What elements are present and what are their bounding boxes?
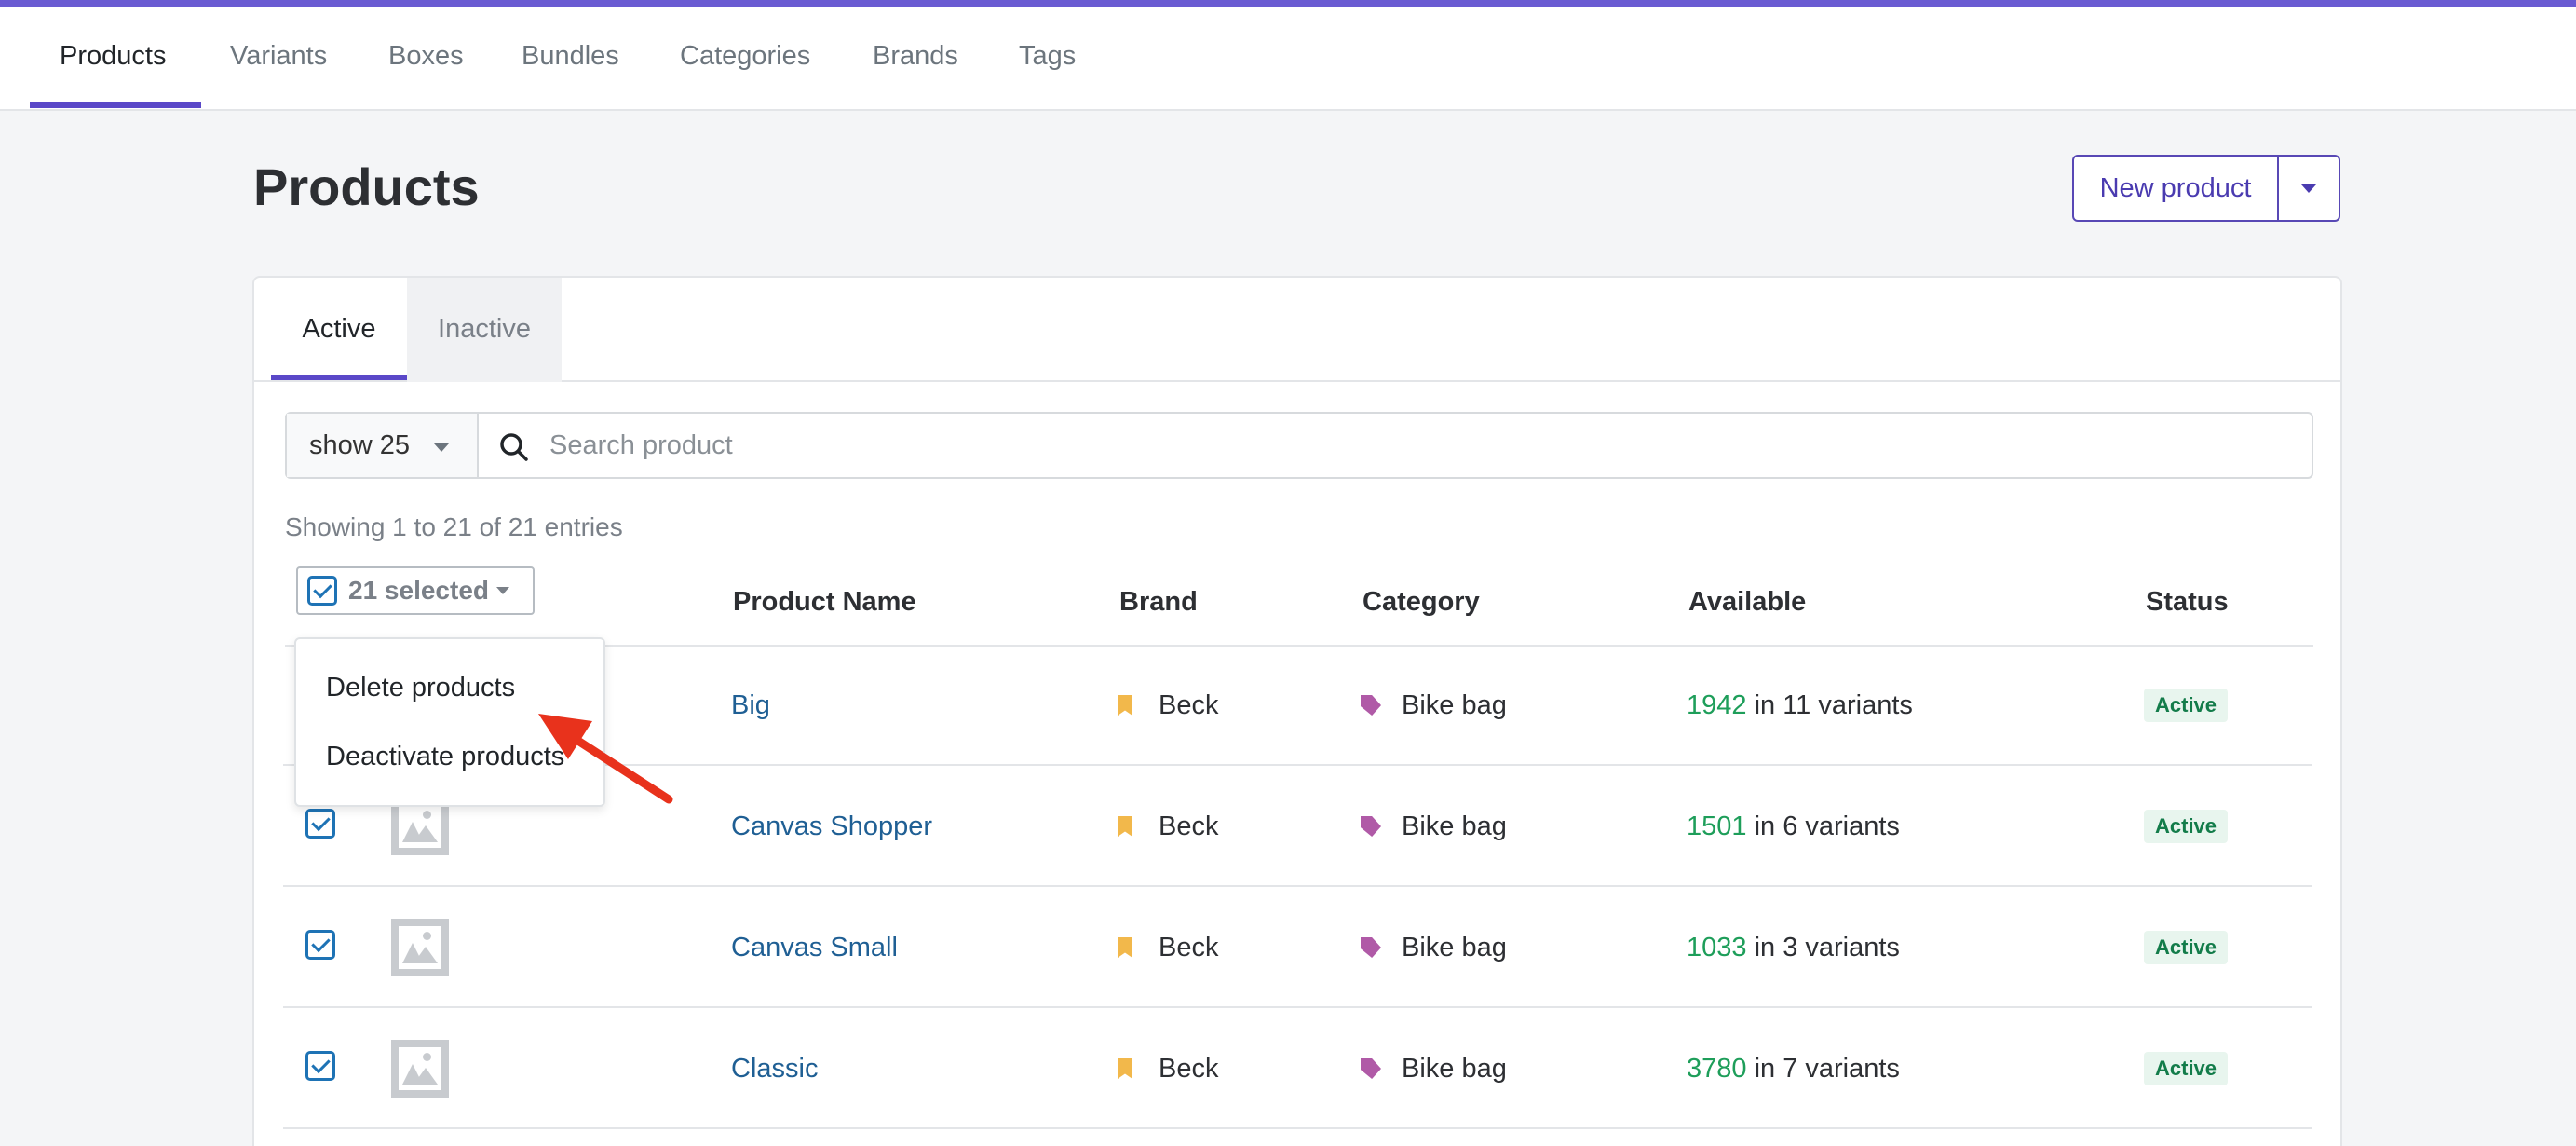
category-cell: Bike bag <box>1361 887 1507 1008</box>
category-cell: Bike bag <box>1361 645 1507 766</box>
deactivate-products-menu-item[interactable]: Deactivate products <box>326 742 565 771</box>
nav-item-bundles[interactable]: Bundles <box>522 41 619 71</box>
nav-item-tags[interactable]: Tags <box>1019 41 1077 71</box>
variant-count: in 11 variants <box>1746 690 1913 720</box>
bulk-select-button[interactable]: 21 selected <box>296 566 535 615</box>
delete-products-menu-item[interactable]: Delete products <box>326 673 516 703</box>
tag-icon <box>1361 1058 1381 1079</box>
column-header-product-name[interactable]: Product Name <box>733 587 916 617</box>
tag-icon <box>1361 695 1381 716</box>
status-badge: Active <box>2144 689 2229 722</box>
category-name: Bike bag <box>1402 932 1507 962</box>
bookmark-icon <box>1118 1058 1132 1079</box>
bookmark-icon <box>1118 816 1132 837</box>
product-name-link[interactable]: Classic <box>731 1054 819 1084</box>
search-icon <box>500 433 528 461</box>
column-header-status[interactable]: Status <box>2146 587 2229 617</box>
status-tabs: Active Inactive <box>254 278 2340 382</box>
search-toolbar: show 25 <box>285 412 2313 479</box>
available-cell: 1942 in 11 variants <box>1687 645 1913 766</box>
new-product-button[interactable]: New product <box>2074 157 2279 220</box>
variant-count: in 3 variants <box>1746 933 1900 962</box>
product-image-placeholder-icon <box>391 1040 449 1098</box>
brand-name: Beck <box>1159 1053 1219 1084</box>
available-cell: 1033 in 3 variants <box>1687 887 1900 1008</box>
column-header-brand[interactable]: Brand <box>1119 587 1198 617</box>
nav-item-boxes[interactable]: Boxes <box>388 41 464 71</box>
table-row[interactable]: Canvas Shopper Beck Bike bag 1501 in 6 v… <box>283 766 2312 887</box>
search-input[interactable] <box>549 414 2226 477</box>
status-badge: Active <box>2144 810 2229 843</box>
brand-name: Beck <box>1159 932 1219 962</box>
category-cell: Bike bag <box>1361 1008 1507 1129</box>
entries-info: Showing 1 to 21 of 21 entries <box>285 512 623 541</box>
new-product-dropdown-toggle[interactable] <box>2279 157 2339 220</box>
brand-cell: Beck <box>1118 887 1218 1008</box>
variant-count: in 6 variants <box>1746 812 1900 841</box>
status-badge: Active <box>2144 1052 2229 1085</box>
table-header: 21 selected Product Name Brand Category … <box>285 559 2313 647</box>
tag-icon <box>1361 816 1381 837</box>
tab-inactive[interactable]: Inactive <box>407 278 562 382</box>
category-name: Bike bag <box>1402 1053 1507 1084</box>
available-count: 1033 <box>1687 933 1747 962</box>
selection-count: 21 selected <box>348 576 489 605</box>
available-cell: 3780 in 7 variants <box>1687 1008 1900 1129</box>
nav-item-products[interactable]: Products <box>60 41 167 71</box>
product-name-link[interactable]: Canvas Shopper <box>731 812 933 841</box>
variant-count: in 7 variants <box>1746 1054 1900 1084</box>
category-name: Bike bag <box>1402 689 1507 720</box>
status-badge: Active <box>2144 931 2229 964</box>
nav-item-categories[interactable]: Categories <box>680 41 811 71</box>
row-checkbox[interactable] <box>305 930 335 960</box>
bookmark-icon <box>1118 695 1132 716</box>
brand-cell: Beck <box>1118 645 1218 766</box>
nav-item-variants[interactable]: Variants <box>230 41 328 71</box>
tab-active[interactable]: Active <box>302 314 376 344</box>
column-header-available[interactable]: Available <box>1688 587 1807 617</box>
chevron-down-icon <box>2301 184 2316 193</box>
top-accent-bar <box>0 0 2576 7</box>
table-row[interactable]: Classic Beck Bike bag 3780 in 7 variants… <box>283 1008 2312 1129</box>
tag-icon <box>1361 937 1381 958</box>
available-cell: 1501 in 6 variants <box>1687 766 1900 887</box>
page-title: Products <box>253 157 480 216</box>
column-header-category[interactable]: Category <box>1363 587 1480 617</box>
category-name: Bike bag <box>1402 811 1507 841</box>
chevron-down-icon <box>496 587 509 594</box>
brand-name: Beck <box>1159 811 1219 841</box>
page-size-value: show 25 <box>309 430 411 460</box>
new-product-split-button: New product <box>2072 155 2340 222</box>
bookmark-icon <box>1118 937 1132 958</box>
brand-cell: Beck <box>1118 766 1218 887</box>
brand-name: Beck <box>1159 689 1219 720</box>
chevron-down-icon <box>434 443 449 452</box>
bulk-actions-menu: Delete products Deactivate products <box>294 637 605 807</box>
available-count: 1942 <box>1687 690 1747 720</box>
top-navigation: Products Variants Boxes Bundles Categori… <box>0 7 2576 111</box>
available-count: 1501 <box>1687 812 1747 841</box>
nav-item-brands[interactable]: Brands <box>873 41 958 71</box>
row-checkbox[interactable] <box>305 1051 335 1081</box>
nav-active-indicator <box>30 102 201 108</box>
product-name-link[interactable]: Canvas Small <box>731 933 898 962</box>
product-image-placeholder-icon <box>391 798 449 855</box>
product-image-placeholder-icon <box>391 919 449 976</box>
search-box <box>479 414 2312 477</box>
available-count: 3780 <box>1687 1054 1747 1084</box>
row-checkbox[interactable] <box>305 809 335 839</box>
table-row[interactable]: Canvas Small Beck Bike bag 1033 in 3 var… <box>283 887 2312 1008</box>
category-cell: Bike bag <box>1361 766 1507 887</box>
tab-active-indicator <box>271 375 407 380</box>
product-name-link[interactable]: Big <box>731 690 770 720</box>
brand-cell: Beck <box>1118 1008 1218 1129</box>
page-size-select[interactable]: show 25 <box>287 414 479 477</box>
select-all-checkbox[interactable] <box>307 576 337 606</box>
